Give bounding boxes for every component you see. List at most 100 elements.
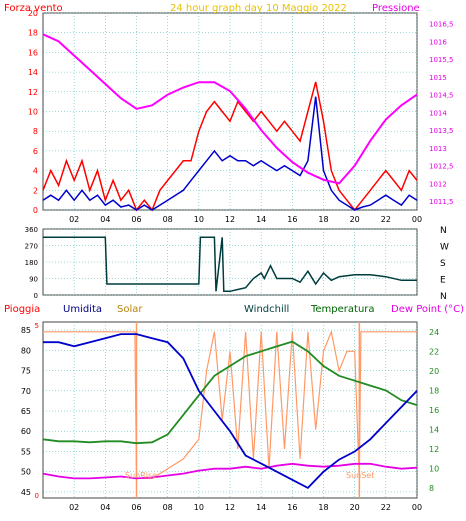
top-x-tick-label: 12	[225, 215, 235, 224]
compass-label: W	[440, 243, 449, 253]
bottom-chart-series	[42, 322, 418, 498]
humidity-tick-label: 60	[21, 427, 31, 436]
temperature-tick-label: 18	[429, 386, 439, 395]
top-right-tick-label: 1015	[429, 74, 447, 82]
sunset-label: SunSet	[346, 471, 374, 480]
temperature-tick-label: 24	[429, 328, 439, 337]
rain-tick-label: 0	[35, 492, 39, 500]
top-x-tick-label: 00	[412, 215, 422, 224]
top-right-tick-label: 1016,5	[429, 21, 454, 29]
top-right-tick-label: 1014	[429, 109, 447, 117]
pressure-line	[42, 33, 418, 185]
top-right-tick-label: 1014,5	[429, 92, 454, 100]
temperature-tick-label: 22	[429, 347, 439, 356]
bottom-x-tick-label: 02	[69, 503, 79, 512]
solar-title: Solar	[117, 304, 143, 315]
humidity-tick-label: 50	[21, 468, 31, 477]
direction-chart-series	[43, 236, 417, 293]
top-left-tick-label: 2	[33, 186, 38, 195]
bottom-x-tick-label: 16	[287, 503, 297, 512]
humidity-tick-label: 75	[21, 367, 31, 376]
bottom-x-tick-label: 08	[163, 503, 173, 512]
compass-label: E	[440, 276, 446, 286]
wind-speed-title: Forza vento	[4, 3, 63, 14]
sunrise-label: SunRise	[125, 471, 157, 480]
compass-label: S	[440, 259, 446, 269]
temperature-tick-label: 10	[429, 465, 439, 474]
humidity-title: Umidita	[63, 304, 102, 315]
temperature-tick-label: 16	[429, 406, 439, 415]
humidity-tick-label: 85	[21, 326, 31, 335]
axis-tick-labels: 024681012141618201011,510121012,51013101…	[21, 9, 454, 512]
compass-label: N	[440, 226, 447, 236]
wind_avg-line	[42, 96, 418, 211]
top-right-tick-label: 1013,5	[429, 127, 454, 135]
bottom-x-tick-label: 20	[350, 503, 360, 512]
temperature-tick-label: 8	[429, 484, 434, 493]
bottom-x-tick-label: 04	[100, 503, 110, 512]
dewpoint-line	[42, 462, 418, 480]
top-chart-series	[42, 33, 418, 212]
compass-label: N	[440, 292, 447, 302]
solar-line	[43, 329, 417, 479]
direction-tick-label: 0	[34, 292, 38, 300]
top-x-tick-label: 08	[163, 215, 173, 224]
humidity-tick-label: 65	[21, 407, 31, 416]
top-left-tick-label: 16	[28, 48, 38, 57]
direction-tick-label: 180	[25, 259, 38, 267]
direction-tick-label: 270	[25, 243, 38, 251]
top-left-tick-label: 12	[28, 88, 38, 97]
top-x-tick-label: 16	[287, 215, 297, 224]
top-right-tick-label: 1015,5	[429, 56, 454, 64]
humidity-tick-label: 55	[21, 447, 31, 456]
top-chart-grid	[43, 12, 418, 211]
bottom-x-tick-label: 18	[318, 503, 328, 512]
humidity-tick-label: 45	[21, 488, 31, 497]
top-x-tick-label: 02	[69, 215, 79, 224]
top-right-tick-label: 1012,5	[429, 163, 454, 171]
temperature-line	[42, 340, 418, 445]
bottom-x-tick-label: 12	[225, 503, 235, 512]
top-x-tick-label: 10	[194, 215, 204, 224]
wind-direction-line	[43, 236, 417, 293]
bottom-x-tick-label: 10	[194, 503, 204, 512]
dewpoint-title: Dew Point (°C)	[391, 304, 464, 315]
humidity-line	[43, 333, 418, 490]
top-right-tick-label: 1013	[429, 145, 447, 153]
humidity-tick-label: 80	[21, 346, 31, 355]
top-x-tick-label: 18	[318, 215, 328, 224]
rain-title: Pioggia	[4, 304, 40, 315]
top-x-tick-label: 20	[350, 215, 360, 224]
top-left-tick-label: 6	[33, 147, 38, 156]
top-x-tick-label: 04	[100, 215, 110, 224]
bottom-chart-grid	[43, 322, 418, 498]
top-left-tick-label: 10	[28, 108, 38, 117]
direction-tick-label: 90	[29, 276, 38, 284]
date-title: 24 hour graph day 10 Maggio 2022	[170, 3, 347, 14]
temperature-title: Temperatura	[310, 304, 375, 315]
bottom-x-tick-label: 22	[381, 503, 391, 512]
top-left-tick-label: 0	[33, 206, 38, 215]
top-left-tick-label: 14	[28, 68, 38, 77]
temperature-tick-label: 14	[429, 426, 439, 435]
top-left-tick-label: 18	[28, 29, 38, 38]
top-right-tick-label: 1012	[429, 180, 447, 188]
temperature-tick-label: 20	[429, 367, 439, 376]
windchill-title: Windchill	[244, 304, 289, 315]
top-left-tick-label: 20	[28, 9, 38, 18]
rain-tick-label: 5	[35, 322, 39, 330]
humidity-tick-label: 70	[21, 387, 31, 396]
bottom-x-tick-label: 00	[412, 503, 422, 512]
bottom-x-tick-label: 14	[256, 503, 266, 512]
top-x-tick-label: 14	[256, 215, 266, 224]
top-right-tick-label: 1011,5	[429, 198, 454, 206]
top-x-tick-label: 22	[381, 215, 391, 224]
top-left-tick-label: 4	[33, 167, 38, 176]
top-left-tick-label: 8	[33, 127, 38, 136]
top-right-tick-label: 1016	[429, 38, 447, 46]
direction-tick-label: 360	[25, 226, 38, 234]
pressure-title: Pressione	[372, 3, 420, 14]
temperature-tick-label: 12	[429, 445, 439, 454]
